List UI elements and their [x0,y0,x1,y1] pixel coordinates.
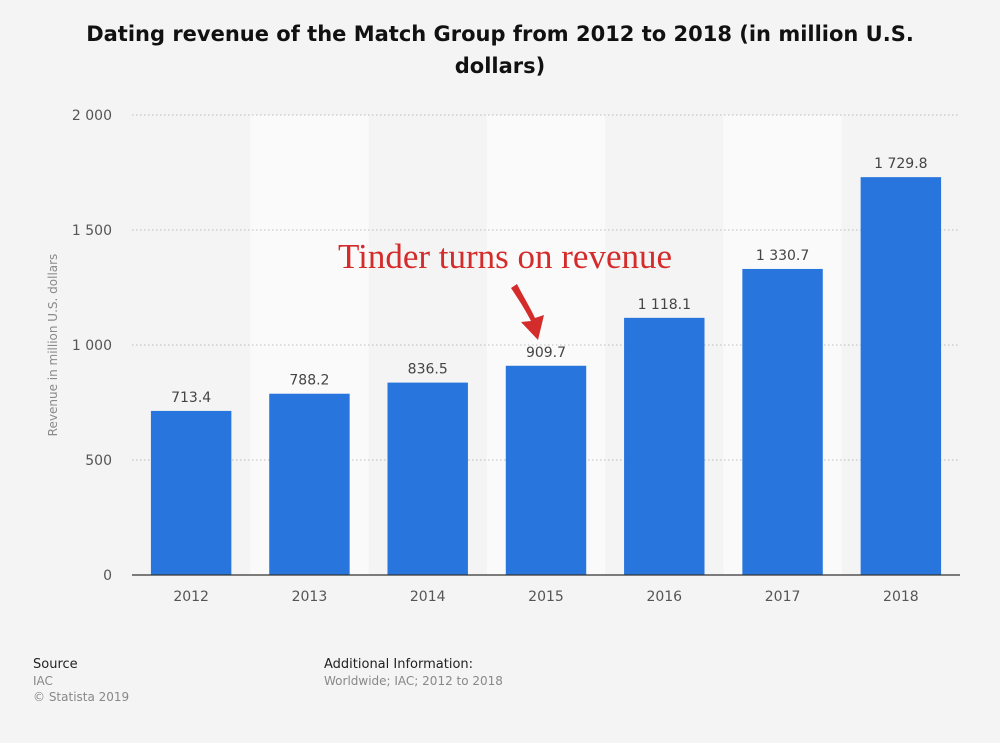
chart-title: Dating revenue of the Match Group from 2… [86,22,914,78]
bar-value-label: 836.5 [408,362,448,378]
y-tick-label: 0 [103,568,112,584]
x-tick-label: 2014 [410,589,446,605]
x-tick-label: 2013 [292,589,328,605]
x-tick-label: 2012 [173,589,209,605]
source-heading: Source [33,657,78,672]
bar-value-label: 713.4 [171,390,211,406]
bars [150,177,942,575]
x-tick-label: 2018 [883,589,919,605]
additional-info-block: Additional Information: Worldwide; IAC; … [324,657,503,689]
bar [742,268,823,575]
y-tick-label: 1 500 [72,223,112,239]
source-block: Source IAC © Statista 2019 [33,657,129,705]
y-tick-label: 500 [85,453,112,469]
source-name: IAC [33,674,53,688]
bar [269,393,350,575]
additional-info-text: Worldwide; IAC; 2012 to 2018 [324,674,503,688]
y-axis-label: Revenue in million U.S. dollars [46,254,60,437]
annotation-arrow-icon [511,284,544,340]
y-axis-ticks: 0 500 1 000 1 500 2 000 [72,108,112,584]
y-tick-label: 2 000 [72,108,112,124]
annotation-group: Tinder turns on revenue [338,237,672,340]
x-tick-label: 2016 [646,589,682,605]
bar [860,177,942,575]
x-tick-label: 2017 [765,589,801,605]
x-axis-ticks: 2012 2013 2014 2015 2016 2017 2018 [173,589,918,605]
x-tick-label: 2015 [528,589,564,605]
value-labels: 713.4 788.2 836.5 909.7 1 118.1 1 330.7 1 729.… [171,156,927,406]
bar-value-label: 788.2 [289,373,329,389]
bar [505,365,587,575]
copyright: © Statista 2019 [33,690,130,704]
bar-value-label: 909.7 [526,345,566,361]
additional-info-heading: Additional Information: [324,657,474,672]
bar-value-label: 1 729.8 [874,156,927,172]
bar [387,382,468,575]
bar-value-label: 1 118.1 [638,297,691,313]
bar-value-label: 1 330.7 [756,248,809,264]
bar [624,317,705,575]
y-tick-label: 1 000 [72,338,112,354]
annotation-text: Tinder turns on revenue [338,237,672,276]
bar [150,410,232,575]
